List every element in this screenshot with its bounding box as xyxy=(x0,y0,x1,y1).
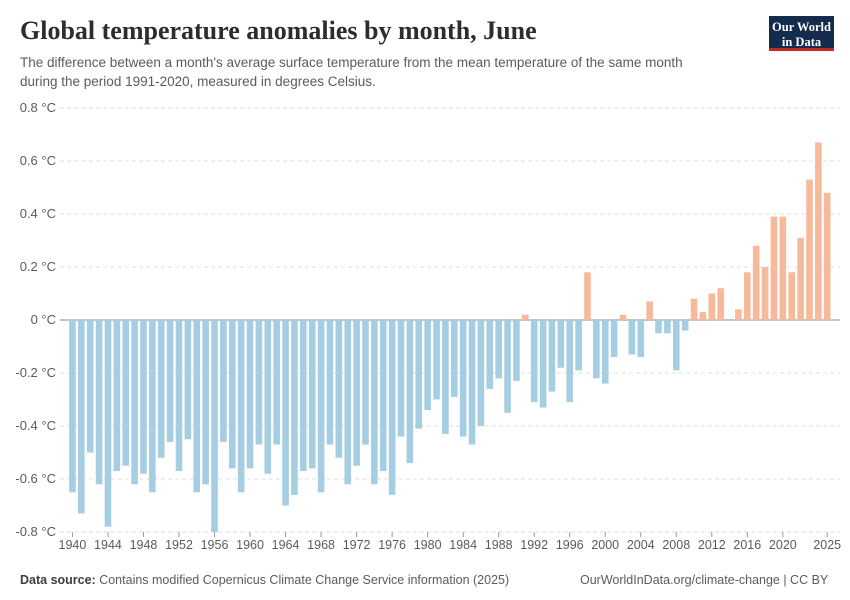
svg-text:2020: 2020 xyxy=(769,538,797,552)
svg-text:0.8 °C: 0.8 °C xyxy=(20,100,56,115)
svg-text:1964: 1964 xyxy=(272,538,300,552)
svg-text:2012: 2012 xyxy=(698,538,726,552)
svg-text:-0.6 °C: -0.6 °C xyxy=(15,471,56,486)
svg-text:0.4 °C: 0.4 °C xyxy=(20,206,56,221)
svg-text:1980: 1980 xyxy=(414,538,442,552)
svg-text:1968: 1968 xyxy=(307,538,335,552)
svg-text:1960: 1960 xyxy=(236,538,264,552)
svg-text:1956: 1956 xyxy=(201,538,229,552)
svg-text:2004: 2004 xyxy=(627,538,655,552)
svg-text:1976: 1976 xyxy=(378,538,406,552)
svg-text:0 °C: 0 °C xyxy=(31,312,56,327)
svg-text:-0.8 °C: -0.8 °C xyxy=(15,524,56,539)
svg-text:1952: 1952 xyxy=(165,538,193,552)
svg-text:2000: 2000 xyxy=(591,538,619,552)
svg-text:1996: 1996 xyxy=(556,538,584,552)
svg-text:0.6 °C: 0.6 °C xyxy=(20,153,56,168)
svg-text:2008: 2008 xyxy=(662,538,690,552)
svg-text:1948: 1948 xyxy=(130,538,158,552)
svg-text:0.2 °C: 0.2 °C xyxy=(20,259,56,274)
svg-text:1992: 1992 xyxy=(520,538,548,552)
svg-text:-0.2 °C: -0.2 °C xyxy=(15,365,56,380)
svg-text:1940: 1940 xyxy=(59,538,87,552)
svg-text:-0.4 °C: -0.4 °C xyxy=(15,418,56,433)
svg-text:1988: 1988 xyxy=(485,538,513,552)
svg-text:2016: 2016 xyxy=(733,538,761,552)
svg-text:1972: 1972 xyxy=(343,538,371,552)
svg-text:1984: 1984 xyxy=(449,538,477,552)
svg-text:1944: 1944 xyxy=(94,538,122,552)
svg-text:2025: 2025 xyxy=(813,538,841,552)
